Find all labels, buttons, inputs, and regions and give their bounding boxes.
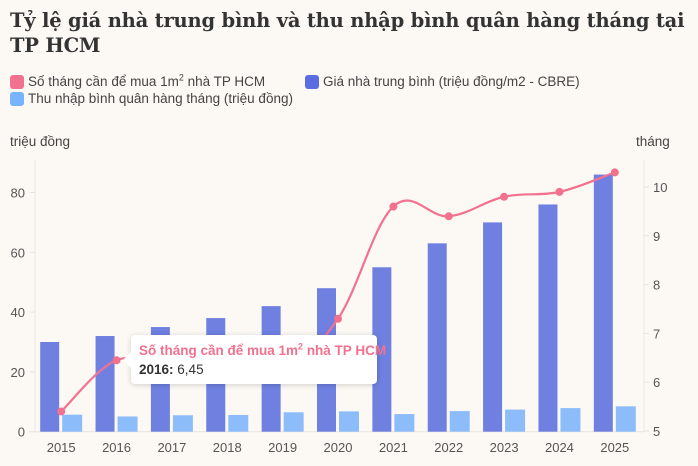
point-months-2023 [500, 192, 509, 201]
x-tick-label-2016: 2016 [102, 440, 131, 455]
point-months-2024 [555, 187, 564, 196]
bar-income-2021 [394, 414, 415, 432]
y-tick-label-right: 9 [653, 229, 660, 244]
y-axis-title-right: tháng [636, 134, 670, 149]
legend-item-price[interactable]: Giá nhà trung bình (triệu đồng/m2 - CBRE… [305, 74, 580, 89]
x-tick-label-2022: 2022 [434, 440, 463, 455]
bar-income-2025 [615, 406, 636, 432]
y-tick-label-right: 7 [653, 326, 660, 341]
point-months-2020 [334, 314, 342, 323]
legend-label-months: Số tháng cần để mua 1m2 nhà TP HCM [28, 72, 266, 89]
y-tick-label-left: 60 [11, 245, 25, 260]
y-tick-label-left: 20 [11, 365, 25, 380]
legend-swatch-months [10, 74, 24, 89]
y-tick-label-right: 6 [653, 375, 660, 390]
bar-income-2019 [283, 412, 304, 432]
y-tick-label-left: 40 [11, 305, 25, 320]
bar-price-2024 [538, 204, 558, 432]
bar-price-2016 [95, 336, 115, 432]
legend-item-months[interactable]: Số tháng cần để mua 1m2 nhà TP HCM [10, 72, 266, 89]
legend-item-income[interactable]: Thu nhập bình quân hàng tháng (triệu đồn… [10, 91, 293, 106]
point-months-2021 [389, 202, 398, 211]
legend-swatch-price [305, 74, 319, 89]
x-tick-label-2017: 2017 [157, 440, 186, 455]
legend-label-price: Giá nhà trung bình (triệu đồng/m2 - CBRE… [323, 74, 580, 89]
tooltip-title: Số tháng cần để mua 1m2 nhà TP HCM [139, 341, 387, 358]
tooltip-year: 2016: [139, 362, 174, 377]
bar-income-2015 [62, 414, 83, 432]
legend-swatch-income [10, 91, 24, 106]
x-tick-label-2015: 2015 [47, 440, 76, 455]
tooltip: Số tháng cần để mua 1m2 nhà TP HCM 2016:… [123, 335, 387, 384]
y-tick-label-left: 0 [18, 425, 25, 440]
y-tick-label-right: 5 [653, 424, 660, 439]
bar-price-2022 [427, 243, 447, 432]
point-months-2015 [57, 407, 66, 416]
tooltip-body: 2016: 6,45 [139, 360, 369, 380]
legend-label-income: Thu nhập bình quân hàng tháng (triệu đồn… [28, 91, 293, 106]
x-tick-label-2025: 2025 [600, 440, 629, 455]
y-axis-title-left: triệu đồng [10, 134, 71, 149]
x-tick-label-2018: 2018 [213, 440, 242, 455]
bar-price-2015 [40, 342, 60, 432]
y-tick-label-right: 10 [653, 180, 667, 195]
bar-income-2023 [505, 409, 526, 432]
tooltip-value: 6,45 [177, 362, 204, 377]
x-tick-label-2019: 2019 [268, 440, 297, 455]
point-months-2016 [112, 356, 121, 365]
y-tick-label-left: 80 [11, 186, 25, 201]
bar-income-2020 [339, 411, 359, 432]
bar-income-2017 [172, 415, 193, 432]
bar-income-2024 [560, 408, 581, 432]
point-months-2022 [444, 212, 453, 221]
point-months-2025 [610, 168, 619, 177]
x-tick-label-2021: 2021 [379, 440, 408, 455]
x-tick-label-2020: 2020 [324, 440, 353, 455]
bars [40, 174, 636, 432]
x-tick-label-2024: 2024 [545, 440, 574, 455]
bar-income-2016 [117, 416, 138, 432]
bar-income-2018 [228, 414, 249, 432]
chart-title: Tỷ lệ giá nhà trung bình và thu nhập bìn… [10, 9, 685, 57]
x-tick-label-2023: 2023 [490, 440, 519, 455]
bar-price-2025 [593, 174, 613, 432]
bar-price-2021 [372, 267, 392, 432]
y-tick-label-right: 8 [653, 278, 660, 293]
bar-income-2022 [449, 411, 470, 432]
x-axis-labels: 2015 2016 2017 2018 2019 2020 2021 2022 2023 2024… [47, 440, 630, 455]
bar-price-2023 [483, 222, 503, 432]
